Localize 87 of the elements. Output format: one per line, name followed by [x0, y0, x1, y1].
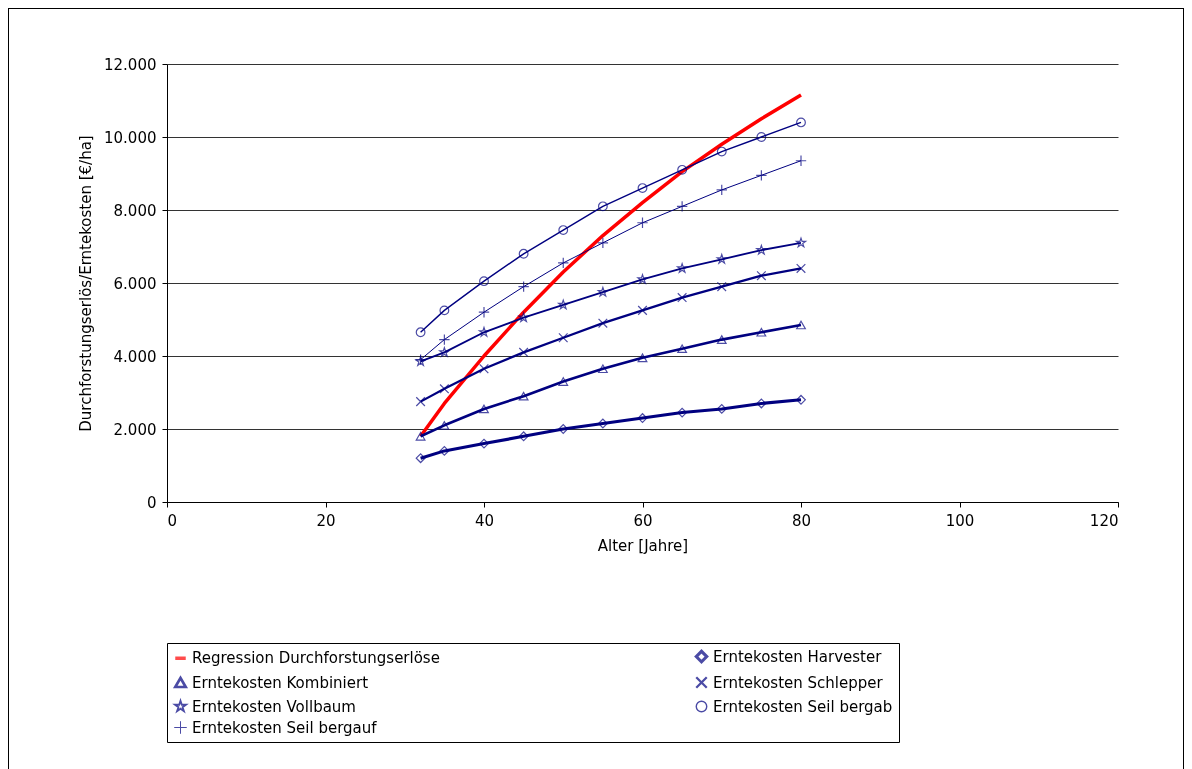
- x-tick-label: 0: [167, 511, 178, 530]
- point: [439, 383, 450, 394]
- point: [478, 306, 490, 318]
- point: [796, 117, 806, 128]
- point: [558, 225, 569, 235]
- point: [676, 263, 688, 273]
- x-tick-label: 40: [474, 511, 495, 530]
- point: [518, 431, 529, 442]
- point: [415, 396, 426, 407]
- point: [479, 276, 489, 287]
- point: [637, 413, 648, 423]
- point: [479, 404, 489, 414]
- point: [677, 164, 688, 175]
- point: [795, 237, 807, 248]
- point: [637, 183, 648, 194]
- legend-label: Erntekosten Seil bergauf: [192, 718, 378, 737]
- point: [415, 431, 426, 441]
- point: [597, 201, 608, 212]
- point: [637, 353, 648, 363]
- point: [677, 292, 688, 303]
- point: [637, 305, 648, 316]
- point: [558, 424, 569, 434]
- legend-label: Erntekosten Schlepper: [713, 673, 884, 692]
- point: [716, 281, 727, 292]
- y-tick-label: 4.000: [113, 347, 157, 366]
- point: [755, 169, 768, 182]
- point: [558, 332, 569, 343]
- x-axis-title: Alter [Jahre]: [597, 536, 689, 555]
- point: [756, 132, 767, 142]
- point: [597, 364, 608, 374]
- x-tick-label: 60: [633, 511, 653, 530]
- point: [597, 318, 608, 329]
- point: [796, 263, 806, 274]
- point: [518, 391, 529, 401]
- point: [597, 286, 609, 297]
- point: [716, 335, 727, 344]
- point: [716, 146, 727, 157]
- point: [796, 394, 806, 405]
- point: [438, 333, 451, 346]
- point: [756, 398, 767, 409]
- point: [478, 326, 490, 337]
- point: [597, 418, 608, 429]
- point: [756, 327, 767, 337]
- point: [558, 299, 569, 310]
- y-tick-label: 8.000: [113, 201, 157, 220]
- y-axis-title: Durchforstungserlös/Erntekosten [€/ha]: [77, 135, 96, 432]
- point: [677, 407, 688, 418]
- point: [439, 421, 450, 430]
- point: [518, 312, 529, 323]
- point: [677, 344, 688, 354]
- point: [597, 237, 609, 249]
- point: [558, 377, 569, 386]
- point: [518, 248, 529, 259]
- point: [439, 346, 450, 357]
- y-tick-label: 10.000: [104, 128, 157, 147]
- y-tick-label: 12.000: [104, 55, 157, 74]
- x-tick-label: 20: [316, 511, 336, 530]
- point: [637, 273, 648, 284]
- point: [716, 403, 727, 414]
- legend-label: Erntekosten Seil bergab: [713, 697, 893, 716]
- point: [517, 280, 530, 293]
- point: [415, 453, 426, 464]
- point: [479, 363, 489, 374]
- x-tick-label: 120: [1089, 511, 1119, 530]
- point: [518, 347, 529, 358]
- point: [557, 257, 570, 269]
- legend-label: Erntekosten Harvester: [713, 647, 883, 666]
- legend-label: Erntekosten Kombiniert: [192, 673, 369, 692]
- x-tick-label: 100: [945, 511, 975, 530]
- point: [715, 184, 728, 196]
- point: [716, 253, 727, 264]
- point: [415, 327, 426, 338]
- legend-label: Erntekosten Vollbaum: [192, 697, 356, 716]
- point: [439, 305, 450, 316]
- point: [795, 154, 807, 167]
- point: [439, 445, 450, 456]
- point: [756, 270, 767, 281]
- point: [756, 244, 767, 255]
- point: [676, 200, 688, 213]
- point: [796, 320, 806, 330]
- x-tick-label: 80: [791, 511, 812, 530]
- y-tick-label: 2.000: [113, 420, 157, 439]
- point: [636, 216, 649, 229]
- legend-label: Regression Durchforstungserlöse: [192, 649, 440, 668]
- point: [479, 438, 489, 449]
- y-tick-label: 0: [146, 493, 157, 512]
- y-tick-label: 6.000: [113, 274, 157, 293]
